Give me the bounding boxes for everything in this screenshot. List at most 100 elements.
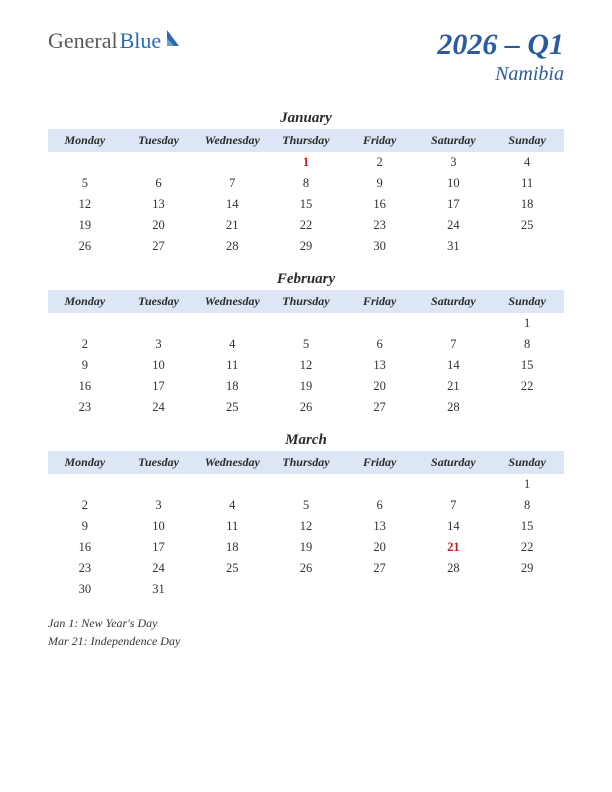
calendar-row: 232425262728 bbox=[48, 397, 564, 418]
calendar-cell: 24 bbox=[122, 558, 196, 579]
calendar-row: 19202122232425 bbox=[48, 215, 564, 236]
day-header: Thursday bbox=[269, 451, 343, 474]
calendar-table: MondayTuesdayWednesdayThursdayFridaySatu… bbox=[48, 129, 564, 257]
calendar-cell: 5 bbox=[269, 495, 343, 516]
calendar-cell: 21 bbox=[417, 376, 491, 397]
logo-sail-icon bbox=[165, 28, 183, 54]
calendar-cell: 6 bbox=[343, 495, 417, 516]
day-header: Tuesday bbox=[122, 290, 196, 313]
month-name: February bbox=[48, 271, 564, 288]
calendar-cell bbox=[195, 313, 269, 334]
calendar-row: 1234 bbox=[48, 152, 564, 173]
calendar-cell: 3 bbox=[122, 495, 196, 516]
calendar-cell: 12 bbox=[48, 194, 122, 215]
calendar-cell bbox=[269, 579, 343, 600]
calendar-row: 3031 bbox=[48, 579, 564, 600]
calendar-cell: 17 bbox=[122, 376, 196, 397]
calendar-cell: 20 bbox=[122, 215, 196, 236]
calendar-cell: 15 bbox=[269, 194, 343, 215]
calendar-cell: 11 bbox=[195, 516, 269, 537]
calendar-cell: 5 bbox=[269, 334, 343, 355]
calendar-cell: 19 bbox=[269, 376, 343, 397]
calendar-cell: 22 bbox=[269, 215, 343, 236]
calendar-cell: 10 bbox=[122, 516, 196, 537]
calendar-cell: 26 bbox=[48, 236, 122, 257]
calendar-cell: 24 bbox=[417, 215, 491, 236]
calendar-cell bbox=[122, 313, 196, 334]
calendar-cell: 21 bbox=[417, 537, 491, 558]
day-header: Friday bbox=[343, 290, 417, 313]
logo: GeneralBlue bbox=[48, 28, 183, 54]
calendar-cell bbox=[48, 474, 122, 495]
calendar-cell: 29 bbox=[490, 558, 564, 579]
calendar-cell: 18 bbox=[195, 537, 269, 558]
day-header: Saturday bbox=[417, 129, 491, 152]
calendar-cell: 13 bbox=[343, 516, 417, 537]
calendar-cell: 1 bbox=[269, 152, 343, 173]
calendar-row: 2345678 bbox=[48, 495, 564, 516]
calendar-cell: 4 bbox=[490, 152, 564, 173]
months-container: JanuaryMondayTuesdayWednesdayThursdayFri… bbox=[48, 110, 564, 600]
calendar-cell bbox=[48, 313, 122, 334]
day-header: Wednesday bbox=[195, 290, 269, 313]
day-header: Monday bbox=[48, 290, 122, 313]
calendar-cell: 31 bbox=[417, 236, 491, 257]
calendar-cell: 17 bbox=[122, 537, 196, 558]
calendar-cell: 6 bbox=[343, 334, 417, 355]
calendar-row: 23242526272829 bbox=[48, 558, 564, 579]
calendar-cell: 14 bbox=[417, 355, 491, 376]
calendar-cell bbox=[195, 152, 269, 173]
calendar-row: 1 bbox=[48, 313, 564, 334]
calendar-cell: 18 bbox=[490, 194, 564, 215]
title-main: 2026 – Q1 bbox=[437, 28, 564, 61]
calendar-cell: 22 bbox=[490, 376, 564, 397]
day-header: Sunday bbox=[490, 451, 564, 474]
calendar-cell bbox=[269, 474, 343, 495]
calendar-table: MondayTuesdayWednesdayThursdayFridaySatu… bbox=[48, 451, 564, 600]
calendar-row: 567891011 bbox=[48, 173, 564, 194]
calendar-cell: 25 bbox=[195, 558, 269, 579]
calendar-cell: 9 bbox=[48, 516, 122, 537]
day-header: Tuesday bbox=[122, 451, 196, 474]
day-header: Sunday bbox=[490, 129, 564, 152]
calendar-cell: 8 bbox=[490, 495, 564, 516]
calendar-cell bbox=[490, 397, 564, 418]
calendar-cell: 3 bbox=[122, 334, 196, 355]
calendar-row: 1 bbox=[48, 474, 564, 495]
calendar-cell: 8 bbox=[490, 334, 564, 355]
day-header: Friday bbox=[343, 451, 417, 474]
calendar-cell: 15 bbox=[490, 355, 564, 376]
calendar-cell: 19 bbox=[48, 215, 122, 236]
calendar-table: MondayTuesdayWednesdayThursdayFridaySatu… bbox=[48, 290, 564, 418]
calendar-cell: 1 bbox=[490, 474, 564, 495]
calendar-cell: 23 bbox=[48, 558, 122, 579]
calendar-cell: 27 bbox=[343, 397, 417, 418]
calendar-cell: 13 bbox=[343, 355, 417, 376]
calendar-cell: 3 bbox=[417, 152, 491, 173]
calendar-cell: 16 bbox=[48, 537, 122, 558]
holiday-notes: Jan 1: New Year's DayMar 21: Independenc… bbox=[48, 614, 564, 650]
calendar-cell: 14 bbox=[417, 516, 491, 537]
calendar-cell bbox=[122, 152, 196, 173]
calendar-cell: 24 bbox=[122, 397, 196, 418]
calendar-cell: 8 bbox=[269, 173, 343, 194]
calendar-cell bbox=[122, 474, 196, 495]
day-header: Thursday bbox=[269, 129, 343, 152]
calendar-row: 16171819202122 bbox=[48, 376, 564, 397]
calendar-cell: 26 bbox=[269, 558, 343, 579]
calendar-cell: 4 bbox=[195, 334, 269, 355]
calendar-cell bbox=[48, 152, 122, 173]
calendar-cell: 20 bbox=[343, 537, 417, 558]
calendar-cell: 28 bbox=[417, 558, 491, 579]
calendar-cell bbox=[490, 236, 564, 257]
header: GeneralBlue 2026 – Q1 Namibia bbox=[48, 28, 564, 86]
calendar-cell: 10 bbox=[417, 173, 491, 194]
calendar-cell: 27 bbox=[122, 236, 196, 257]
logo-text-1: General bbox=[48, 28, 118, 54]
calendar-row: 16171819202122 bbox=[48, 537, 564, 558]
day-header: Wednesday bbox=[195, 451, 269, 474]
title-sub: Namibia bbox=[437, 63, 564, 86]
calendar-cell: 15 bbox=[490, 516, 564, 537]
calendar-cell: 19 bbox=[269, 537, 343, 558]
calendar-cell: 27 bbox=[343, 558, 417, 579]
